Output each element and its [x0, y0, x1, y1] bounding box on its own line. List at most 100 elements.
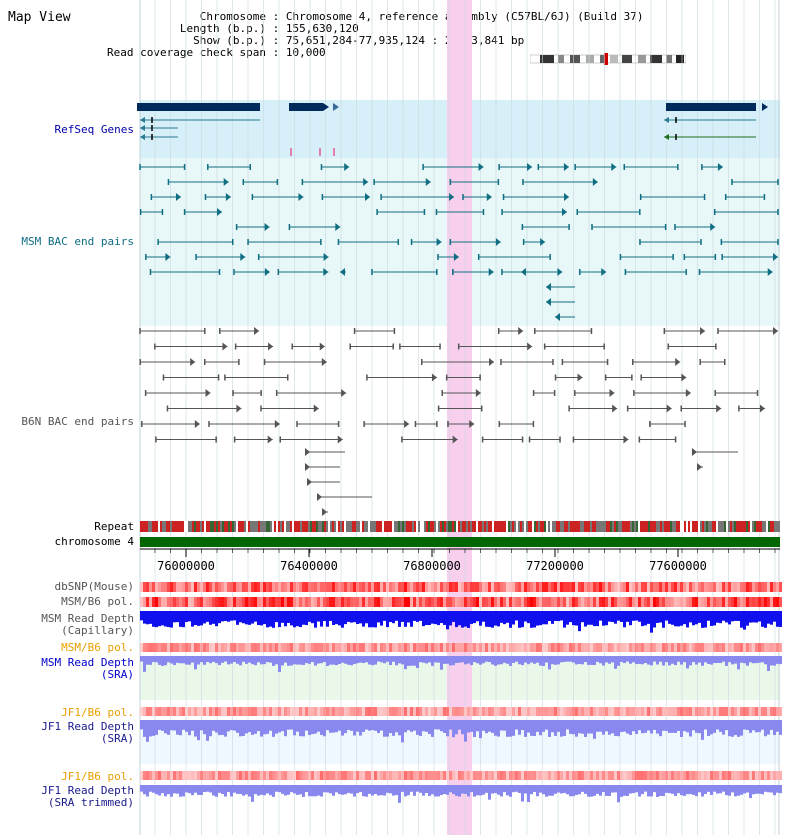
depth-bar: [395, 611, 398, 621]
depth-bar: [629, 720, 632, 736]
depth-bar: [686, 720, 689, 733]
repeat-segment: [714, 521, 716, 532]
heat-cell: [224, 582, 227, 592]
heat-cell: [302, 582, 305, 592]
b6n-bac-end-pairs[interactable]: [139, 327, 778, 516]
heat-cell: [752, 707, 755, 716]
heat-cell: [308, 582, 311, 592]
track-label-b6n-bac[interactable]: B6N BAC end pairs: [21, 415, 134, 428]
track-label-dbsnp[interactable]: dbSNP(Mouse): [54, 580, 134, 593]
repeat-segment: [150, 521, 152, 532]
heat-cell: [371, 707, 374, 716]
track-label-msm-depth-capillary[interactable]: MSM Read Depth (Capillary): [41, 613, 134, 637]
depth-bar: [233, 656, 236, 662]
repeat-segment: [676, 521, 678, 532]
heat-cell: [701, 597, 704, 607]
depth-bar: [314, 656, 317, 666]
repeat-segment: [318, 521, 320, 532]
heat-cell: [209, 582, 212, 592]
heat-cell: [719, 597, 722, 607]
heat-cell: [392, 771, 395, 780]
heat-cell: [341, 597, 344, 607]
depth-bar: [248, 656, 251, 663]
heat-cell: [392, 597, 395, 607]
heat-cell: [410, 771, 413, 780]
heat-cell: [530, 707, 533, 716]
depth-bar: [413, 785, 416, 796]
repeat-segment: [168, 521, 170, 532]
depth-bar: [206, 611, 209, 622]
heat-cell: [203, 643, 206, 652]
heat-cell: [683, 643, 686, 652]
msm-bac-end-pairs[interactable]: [139, 163, 779, 321]
heat-cell: [581, 643, 584, 652]
depth-bar: [617, 656, 620, 666]
heat-cell: [737, 643, 740, 652]
track-label-chromosome[interactable]: chromosome 4: [54, 535, 134, 548]
repeat-segment: [286, 521, 288, 532]
depth-bar: [737, 611, 740, 621]
depth-bar: [539, 611, 542, 626]
heat-cell: [179, 597, 182, 607]
depth-bar: [635, 656, 638, 665]
track-label-jf1-b6-pol[interactable]: JF1/B6 pol.: [61, 706, 134, 719]
track-label-jf1-depth-trimmed[interactable]: JF1 Read Depth (SRA trimmed): [41, 785, 134, 809]
heat-cell: [362, 771, 365, 780]
track-label-jf1-b6-pol-trimmed[interactable]: JF1/B6 pol.: [61, 770, 134, 783]
repeat-segment: [666, 521, 668, 532]
track-label-msm-bac[interactable]: MSM BAC end pairs: [21, 235, 134, 248]
heat-cell: [722, 597, 725, 607]
depth-bar: [497, 611, 500, 627]
depth-bar: [386, 656, 389, 662]
heat-cell: [230, 771, 233, 780]
heat-cell: [239, 771, 242, 780]
track-label-msm-b6-pol-sra[interactable]: MSM/B6 pol.: [61, 641, 134, 654]
track-label-msm-depth-sra[interactable]: MSM Read Depth (SRA): [41, 657, 134, 681]
info-key: Show (b.p.): [193, 34, 266, 47]
depth-bar: [605, 720, 608, 732]
depth-bar: [212, 785, 215, 796]
heat-cell: [572, 597, 575, 607]
depth-bar: [251, 611, 254, 624]
heat-cell: [395, 707, 398, 716]
depth-bar: [545, 656, 548, 663]
depth-bar: [323, 720, 326, 737]
repeat-segment: [218, 521, 220, 532]
repeat-segment: [386, 521, 388, 532]
track-label-refseq[interactable]: RefSeq Genes: [54, 123, 134, 136]
position-axis: 76000000 76400000 76800000 77200000 77600000: [140, 548, 780, 573]
heat-cell: [368, 707, 371, 716]
depth-bar: [485, 656, 488, 662]
heat-cell: [452, 597, 455, 607]
depth-bar: [632, 785, 635, 794]
repeat-segment: [456, 521, 458, 532]
heat-cell: [593, 771, 596, 780]
depth-bar: [407, 656, 410, 666]
heat-cell: [515, 597, 518, 607]
selected-region-highlight[interactable]: [447, 0, 472, 835]
depth-bar: [512, 785, 515, 793]
refseq-genes[interactable]: [137, 103, 768, 156]
heat-cell: [407, 597, 410, 607]
repeat-segment: [196, 521, 198, 532]
heat-cell: [620, 707, 623, 716]
heat-cell: [404, 707, 407, 716]
track-label-jf1-depth-sra[interactable]: JF1 Read Depth (SRA): [41, 721, 134, 745]
transcript-arrow: [664, 117, 669, 123]
repeat-segment: [718, 521, 720, 532]
depth-bar: [335, 656, 338, 666]
depth-bar: [428, 611, 431, 626]
heat-cell: [188, 582, 191, 592]
track-label-msm-b6-pol[interactable]: MSM/B6 pol.: [61, 595, 134, 608]
depth-bar: [371, 720, 374, 731]
heat-cell: [314, 771, 317, 780]
depth-bar: [320, 611, 323, 627]
depth-bar: [344, 656, 347, 664]
heat-cell: [158, 707, 161, 716]
depth-bar: [431, 611, 434, 624]
heat-cell: [719, 707, 722, 716]
track-label-repeat[interactable]: Repeat: [94, 520, 134, 533]
heat-cell: [452, 707, 455, 716]
chromosome-ideogram[interactable]: [530, 53, 686, 65]
